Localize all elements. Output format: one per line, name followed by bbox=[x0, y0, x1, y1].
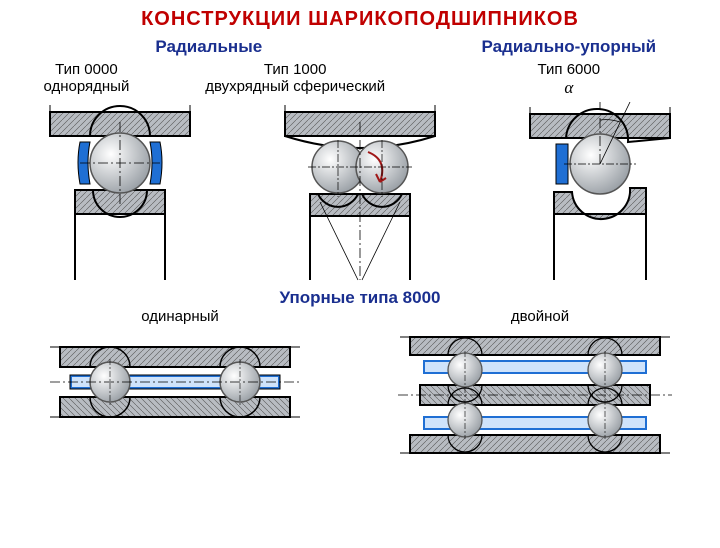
category-radial: Радиальные bbox=[0, 37, 418, 57]
type-0000: Тип 0000 однорядный bbox=[0, 61, 173, 98]
thrust-double-label: двойной bbox=[367, 308, 713, 325]
thrust-single-label: одинарный bbox=[7, 308, 353, 325]
type-1000: Тип 1000 двухрядный сферический bbox=[173, 61, 418, 98]
thrust-header: Упорные типа 8000 bbox=[0, 288, 720, 308]
thrust-labels: одинарный двойной bbox=[0, 308, 720, 325]
type-6000: Тип 6000 α bbox=[418, 61, 720, 98]
category-angular: Радиально-упорный bbox=[418, 37, 720, 57]
type-1000-line2: двухрядный сферический bbox=[173, 78, 418, 95]
category-row: Радиальные Радиально-упорный bbox=[0, 37, 720, 57]
angle-label: α bbox=[418, 78, 720, 98]
type-0000-line1: Тип 0000 bbox=[0, 61, 173, 78]
bottom-diagrams bbox=[0, 327, 720, 477]
bearing-8000-single-diagram bbox=[40, 327, 310, 437]
type-0000-line2: однорядный bbox=[0, 78, 173, 95]
bearing-6000-diagram bbox=[500, 102, 700, 282]
main-title: КОНСТРУКЦИИ ШАРИКОПОДШИПНИКОВ bbox=[0, 8, 720, 31]
type-6000-line1: Тип 6000 bbox=[418, 61, 720, 78]
type-labels-row: Тип 0000 однорядный Тип 1000 двухрядный … bbox=[0, 61, 720, 98]
bearing-1000-diagram bbox=[260, 102, 460, 282]
bearing-0000-diagram bbox=[20, 102, 220, 282]
type-1000-line1: Тип 1000 bbox=[173, 61, 418, 78]
bearing-8000-double-diagram bbox=[390, 327, 680, 477]
top-diagrams bbox=[0, 102, 720, 282]
